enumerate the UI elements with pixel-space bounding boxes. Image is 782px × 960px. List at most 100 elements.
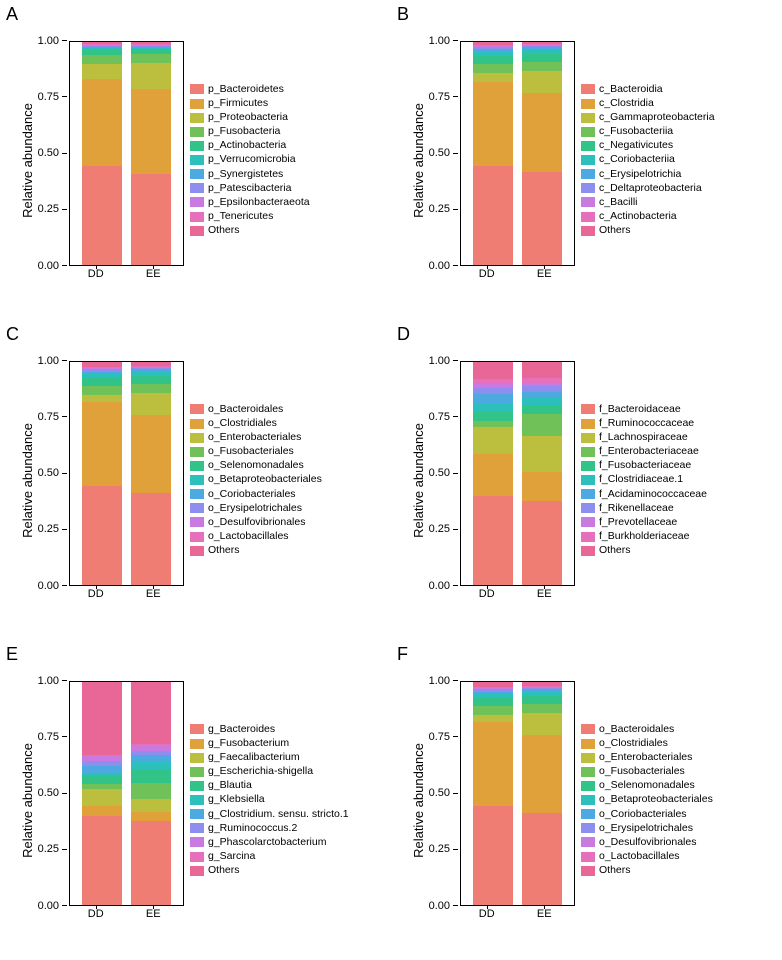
legend-item: o_Betaproteobacteriales xyxy=(581,793,713,806)
legend-label: f_Burkholderiaceae xyxy=(599,530,689,543)
legend-label: o_Desulfovibrionales xyxy=(599,836,696,849)
legend-item: g_Phascolarctobacterium xyxy=(190,836,349,849)
bar-DD xyxy=(82,42,122,265)
legend-swatch xyxy=(190,433,204,443)
legend-item: o_Enterobacteriales xyxy=(581,751,713,764)
bar-EE xyxy=(131,682,171,905)
legend-swatch xyxy=(581,475,595,485)
bar-segment xyxy=(131,755,171,762)
legend-label: f_Rikenellaceae xyxy=(599,502,674,515)
legend-swatch xyxy=(581,169,595,179)
stacked-bar-chart xyxy=(460,681,575,906)
legend-item: g_Faecalibacterium xyxy=(190,751,349,764)
panel-label: D xyxy=(397,324,410,345)
legend-swatch xyxy=(190,84,204,94)
plot-column: 1.000.750.500.250.00 DD EE xyxy=(39,681,184,920)
bar-segment xyxy=(82,79,122,166)
legend-label: g_Blautia xyxy=(208,779,252,792)
legend-label: c_Deltaproteobacteria xyxy=(599,182,702,195)
legend-swatch xyxy=(581,113,595,123)
bar-segment xyxy=(82,395,122,402)
x-tick: DD xyxy=(76,908,116,920)
legend-item: f_Burkholderiaceae xyxy=(581,530,707,543)
legend-item: p_Fusobacteria xyxy=(190,125,310,138)
bar-EE xyxy=(131,42,171,265)
bar-segment xyxy=(473,421,513,428)
legend-label: c_Coriobacteriia xyxy=(599,153,675,166)
legend-item: c_Deltaproteobacteria xyxy=(581,182,715,195)
legend-label: c_Negativicutes xyxy=(599,139,673,152)
plot-wrap: Relative abundance1.000.750.500.250.00DD… xyxy=(411,650,774,950)
legend-item: f_Lachnospiraceae xyxy=(581,431,707,444)
legend-item: c_Erysipelotrichia xyxy=(581,168,715,181)
legend-label: c_Bacilli xyxy=(599,196,638,209)
bar-segment xyxy=(82,64,122,80)
legend-item: o_Clostridiales xyxy=(190,417,322,430)
legend-item: o_Clostridiales xyxy=(581,737,713,750)
figure-grid: ARelative abundance1.000.750.500.250.00D… xyxy=(0,0,782,960)
legend-label: g_Faecalibacterium xyxy=(208,751,300,764)
legend-item: Others xyxy=(190,544,322,557)
bar-segment xyxy=(522,735,562,813)
legend-swatch xyxy=(190,517,204,527)
bar-segment xyxy=(473,806,513,904)
legend-label: o_Coriobacteriales xyxy=(599,808,687,821)
legend-swatch xyxy=(581,155,595,165)
x-tick: EE xyxy=(133,908,173,920)
legend-item: f_Rikenellaceae xyxy=(581,502,707,515)
legend-item: g_Bacteroides xyxy=(190,723,349,736)
x-tick: EE xyxy=(133,588,173,600)
bar-segment xyxy=(82,775,122,784)
legend-label: o_Fusobacteriales xyxy=(208,445,294,458)
legend-label: o_Enterobacteriales xyxy=(208,431,301,444)
bar-segment xyxy=(473,362,513,380)
bar-segment xyxy=(522,62,562,71)
legend-item: p_Actinobacteria xyxy=(190,139,310,152)
legend-label: f_Enterobacteriaceae xyxy=(599,445,699,458)
legend-swatch xyxy=(581,739,595,749)
bar-segment xyxy=(522,472,562,501)
y-axis: 1.000.750.500.250.00 xyxy=(39,681,69,906)
y-axis-label: Relative abundance xyxy=(411,103,426,218)
x-axis: DD EE xyxy=(67,906,182,920)
legend-swatch xyxy=(190,823,204,833)
legend-swatch xyxy=(190,852,204,862)
legend-item: o_Erysipelotrichales xyxy=(581,822,713,835)
panel-label: B xyxy=(397,4,409,25)
legend-item: o_Lactobacillales xyxy=(190,530,322,543)
legend-item: p_Synergistetes xyxy=(190,168,310,181)
bar-segment xyxy=(82,682,122,756)
legend-swatch xyxy=(581,546,595,556)
legend-label: p_Tenericutes xyxy=(208,210,273,223)
legend-label: o_Fusobacteriales xyxy=(599,765,685,778)
y-axis: 1.000.750.500.250.00 xyxy=(39,361,69,586)
bar-EE xyxy=(522,362,562,585)
legend-item: o_Enterobacteriales xyxy=(190,431,322,444)
legend-swatch xyxy=(190,866,204,876)
y-axis-label: Relative abundance xyxy=(20,743,35,858)
legend-label: g_Escherichia-shigella xyxy=(208,765,313,778)
legend-label: o_Selenomonadales xyxy=(208,459,304,472)
legend-swatch xyxy=(581,447,595,457)
legend-swatch xyxy=(581,809,595,819)
legend-swatch xyxy=(190,197,204,207)
legend-label: o_Enterobacteriales xyxy=(599,751,692,764)
legend-label: f_Ruminococcaceae xyxy=(599,417,694,430)
legend-label: c_Actinobacteria xyxy=(599,210,677,223)
bar-segment xyxy=(131,821,171,905)
legend-item: p_Proteobacteria xyxy=(190,111,310,124)
bar-segment xyxy=(522,93,562,172)
legend-swatch xyxy=(581,781,595,791)
stacked-bar-chart xyxy=(69,361,184,586)
legend-swatch xyxy=(190,419,204,429)
bar-segment xyxy=(473,715,513,722)
legend-label: f_Acidaminococcaceae xyxy=(599,488,707,501)
plot-wrap: Relative abundance1.000.750.500.250.00DD… xyxy=(20,650,383,950)
legend-label: c_Erysipelotrichia xyxy=(599,168,681,181)
bar-segment xyxy=(473,394,513,403)
plot-wrap: Relative abundance1.000.750.500.250.00DD… xyxy=(20,10,383,310)
legend-label: p_Patescibacteria xyxy=(208,182,291,195)
legend-label: p_Verrucomicrobia xyxy=(208,153,296,166)
legend-label: g_Ruminococcus.2 xyxy=(208,822,297,835)
legend: o_Bacteroidaleso_Clostridialeso_Enteroba… xyxy=(581,722,713,877)
